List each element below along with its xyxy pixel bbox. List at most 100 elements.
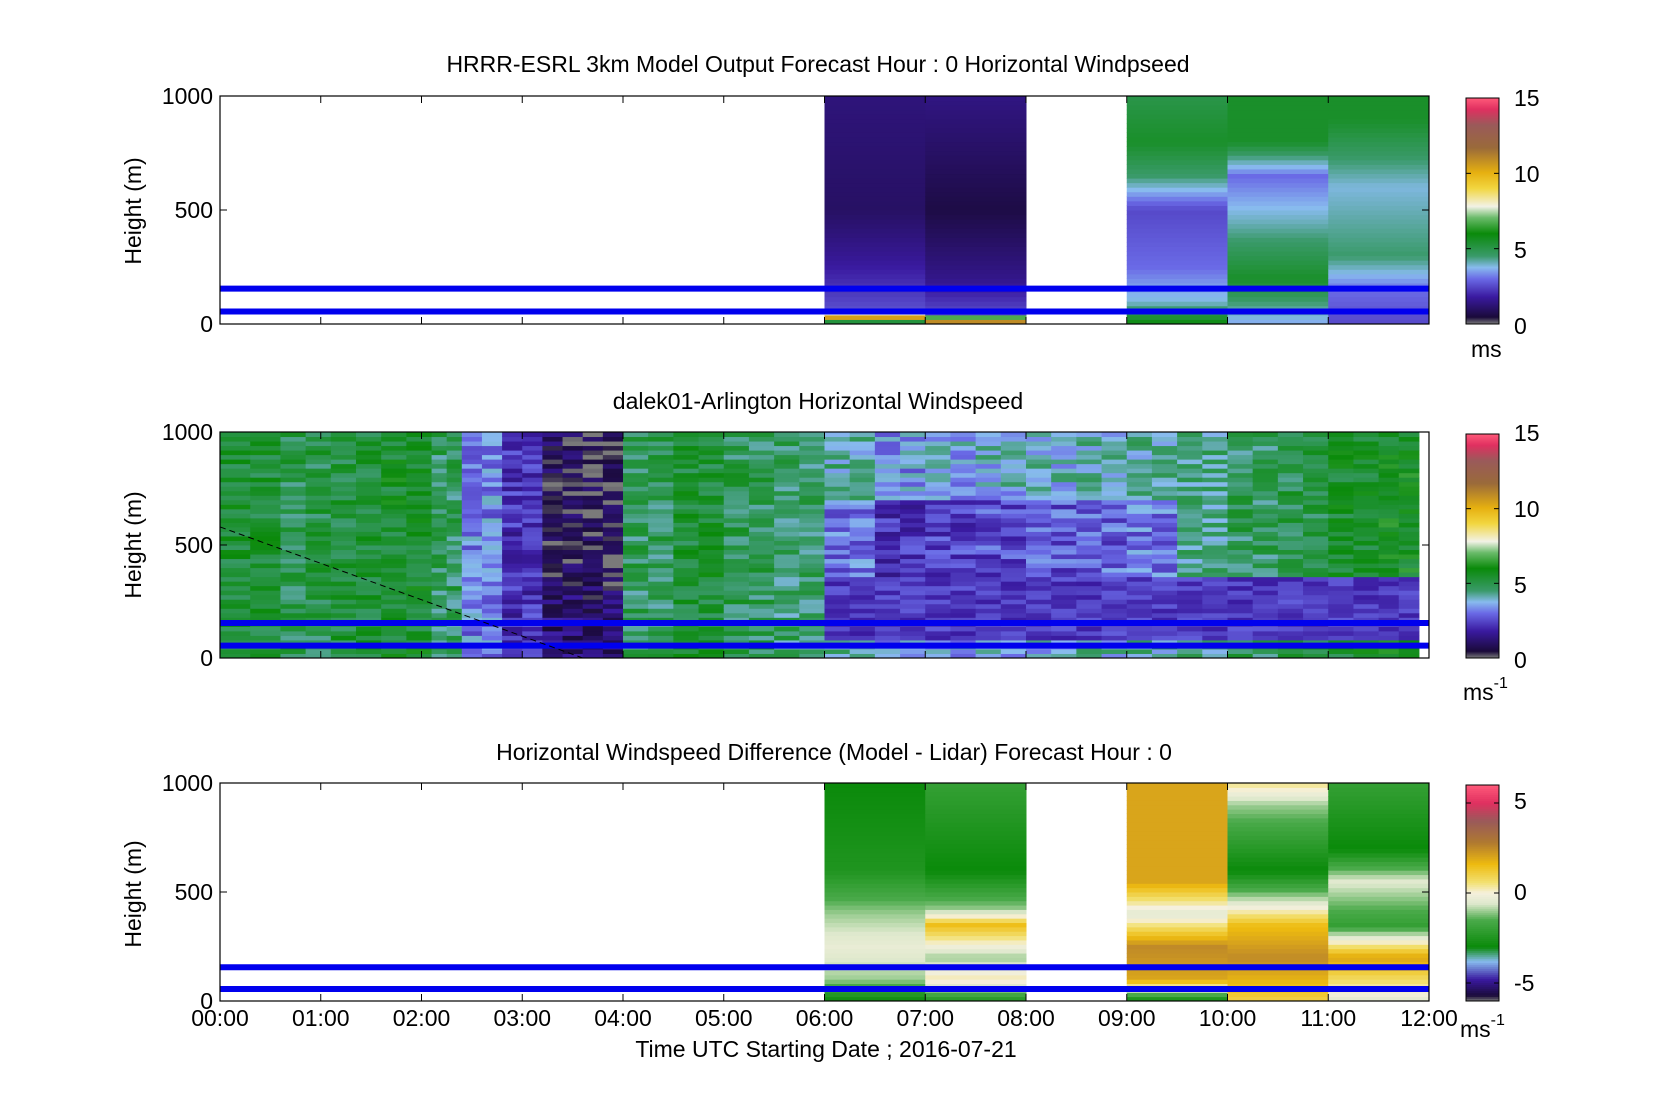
- heatmap-cell: [698, 639, 725, 645]
- heatmap-cell: [446, 576, 463, 582]
- heatmap-cell: [774, 590, 800, 596]
- heatmap-cell: [461, 635, 483, 641]
- heatmap-cell: [950, 594, 977, 600]
- heatmap-cell: [799, 590, 825, 596]
- heatmap-cell: [1227, 585, 1254, 591]
- heatmap-cell: [1151, 472, 1178, 478]
- heatmap-cell: [1227, 219, 1329, 225]
- heatmap-cell: [446, 585, 463, 591]
- heatmap-cell: [381, 617, 407, 623]
- heatmap-cell: [748, 499, 775, 505]
- heatmap-cell: [280, 499, 307, 505]
- heatmap-cell: [1328, 237, 1430, 243]
- heatmap-cell: [1252, 612, 1279, 618]
- heatmap-cell: [1252, 436, 1279, 442]
- heatmap-cell: [381, 535, 407, 541]
- heatmap-cell: [1076, 454, 1103, 460]
- heatmap-cell: [1126, 783, 1228, 788]
- heatmap-cell: [602, 490, 624, 496]
- heatmap-cell: [381, 463, 407, 469]
- heatmap-cell: [1227, 200, 1329, 206]
- panel-model-cells: [824, 96, 1430, 325]
- heatmap-cell: [925, 865, 1027, 871]
- heatmap-cell: [1126, 219, 1228, 225]
- heatmap-cell: [950, 540, 977, 546]
- heatmap-cell: [1177, 499, 1203, 505]
- heatmap-cell: [874, 459, 901, 465]
- heatmap-cell: [1101, 477, 1128, 483]
- heatmap-cell: [305, 563, 332, 569]
- heatmap-cell: [1227, 508, 1254, 514]
- heatmap-cell: [330, 450, 357, 456]
- heatmap-cell: [799, 572, 825, 578]
- colorbar-swatch: [1466, 823, 1499, 826]
- heatmap-cell: [1026, 459, 1052, 465]
- heatmap-cell: [1227, 237, 1329, 243]
- heatmap-cell: [748, 567, 775, 573]
- heatmap-cell: [1126, 822, 1228, 828]
- heatmap-cell: [1227, 159, 1329, 165]
- heatmap-cell: [1353, 517, 1380, 523]
- heatmap-cell: [1277, 635, 1304, 641]
- panel-difference-cbar-tick-5: 5: [1514, 788, 1527, 814]
- heatmap-cell: [1151, 535, 1178, 541]
- heatmap-cell: [1227, 531, 1254, 537]
- heatmap-cell: [502, 481, 523, 487]
- heatmap-cell: [461, 463, 483, 469]
- heatmap-cell: [1328, 852, 1430, 858]
- heatmap-cell: [1227, 155, 1329, 161]
- heatmap-cell: [1398, 463, 1420, 469]
- heatmap-cell: [1202, 603, 1228, 609]
- heatmap-cell: [975, 517, 1002, 523]
- heatmap-cell: [1328, 809, 1430, 815]
- heatmap-cell: [562, 535, 584, 541]
- heatmap-cell: [975, 626, 1002, 632]
- heatmap-cell: [1378, 531, 1400, 537]
- heatmap-cell: [582, 459, 604, 465]
- heatmap-cell: [1353, 590, 1380, 596]
- heatmap-cell: [602, 626, 624, 632]
- heatmap-cell: [975, 490, 1002, 496]
- heatmap-cell: [481, 477, 503, 483]
- heatmap-cell: [250, 563, 281, 569]
- colorbar-swatch: [1466, 853, 1499, 856]
- heatmap-cell: [1303, 477, 1329, 483]
- heatmap-cell: [1328, 612, 1354, 618]
- heatmap-cell: [925, 594, 951, 600]
- heatmap-cell: [431, 599, 448, 605]
- heatmap-cell: [1101, 612, 1128, 618]
- heatmap-cell: [1076, 563, 1103, 569]
- heatmap-cell: [824, 205, 926, 211]
- heatmap-cell: [1000, 603, 1027, 609]
- heatmap-cell: [1126, 608, 1153, 614]
- heatmap-cell: [1177, 531, 1203, 537]
- colorbar-swatch: [1466, 885, 1499, 888]
- heatmap-cell: [623, 630, 649, 636]
- heatmap-cell: [874, 522, 901, 528]
- heatmap-cell: [824, 100, 926, 106]
- heatmap-cell: [723, 432, 750, 438]
- heatmap-cell: [502, 630, 523, 636]
- heatmap-cell: [250, 653, 281, 659]
- heatmap-cell: [748, 504, 775, 510]
- heatmap-cell: [305, 441, 332, 447]
- heatmap-cell: [1227, 974, 1329, 980]
- heatmap-cell: [1303, 445, 1329, 451]
- heatmap-cell: [356, 648, 382, 654]
- heatmap-cell: [723, 513, 750, 519]
- heatmap-cell: [1177, 540, 1203, 546]
- heatmap-cell: [950, 486, 977, 492]
- heatmap-cell: [280, 490, 307, 496]
- heatmap-cell: [1177, 450, 1203, 456]
- heatmap-cell: [925, 896, 1027, 902]
- heatmap-cell: [1227, 214, 1329, 220]
- heatmap-cell: [925, 127, 1027, 133]
- heatmap-cell: [975, 441, 1002, 447]
- panel-model-cbar-tick-5: 5: [1514, 237, 1527, 263]
- heatmap-cell: [1328, 540, 1354, 546]
- heatmap-cell: [1126, 804, 1228, 810]
- heatmap-cell: [1177, 635, 1203, 641]
- heatmap-cell: [623, 590, 649, 596]
- heatmap-cell: [250, 445, 281, 451]
- heatmap-cell: [1101, 558, 1128, 564]
